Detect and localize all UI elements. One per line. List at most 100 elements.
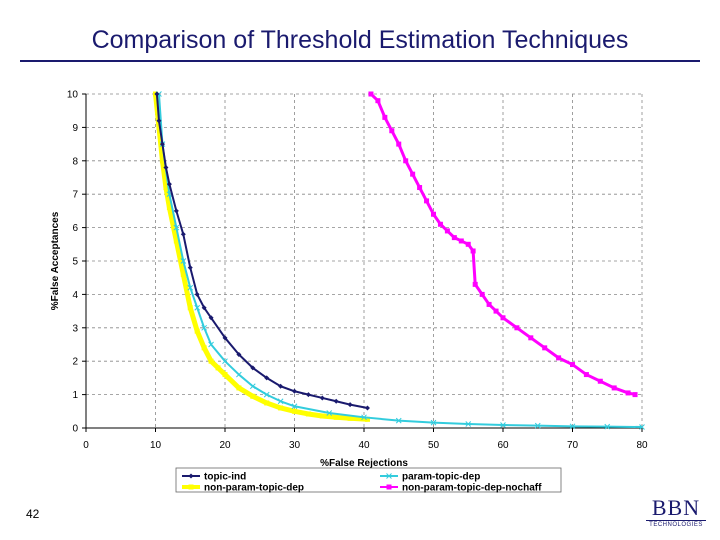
data-point xyxy=(222,335,228,341)
data-point xyxy=(222,372,228,378)
page-number: 42 xyxy=(26,507,40,521)
series-line-topic-ind xyxy=(155,93,368,409)
data-point xyxy=(625,390,631,396)
data-point xyxy=(451,235,457,241)
data-point xyxy=(347,415,353,421)
data-point xyxy=(292,388,297,394)
data-point xyxy=(263,391,270,398)
data-point xyxy=(368,91,374,97)
x-tick-label: 80 xyxy=(636,440,648,451)
data-point xyxy=(173,238,179,244)
data-point xyxy=(326,410,333,416)
data-point xyxy=(154,91,160,97)
y-tick-label: 6 xyxy=(72,223,78,234)
x-tick-label: 10 xyxy=(150,440,162,451)
data-point xyxy=(364,405,370,411)
y-axis-label: %False Acceptances xyxy=(50,211,61,310)
data-point xyxy=(278,383,284,389)
legend-marker xyxy=(386,473,392,479)
data-point xyxy=(382,114,388,120)
data-point xyxy=(486,301,492,307)
legend-box xyxy=(175,467,562,493)
y-tick-label: 9 xyxy=(72,123,78,134)
data-point xyxy=(375,98,381,104)
data-point xyxy=(194,328,200,334)
data-point xyxy=(403,158,409,164)
y-tick-label: 1 xyxy=(72,390,78,401)
data-point xyxy=(333,414,339,420)
data-point xyxy=(194,291,200,297)
data-point xyxy=(187,284,194,291)
x-tick-label: 0 xyxy=(83,440,89,451)
logo-subtitle: TECHNOLOGIES xyxy=(646,520,706,528)
slide-title: Comparison of Threshold Estimation Techn… xyxy=(91,26,629,54)
y-tick-label: 7 xyxy=(72,190,78,201)
data-point xyxy=(319,395,325,401)
data-point xyxy=(249,383,256,390)
x-tick-label: 60 xyxy=(497,440,509,451)
data-point xyxy=(333,398,339,404)
chart-grid xyxy=(86,93,643,428)
data-point xyxy=(201,324,208,331)
data-point xyxy=(395,417,402,424)
legend-marker xyxy=(188,473,194,479)
data-point xyxy=(479,291,485,297)
y-tick-label: 3 xyxy=(72,323,78,334)
data-point xyxy=(361,414,367,421)
data-point xyxy=(444,228,450,234)
data-point xyxy=(236,352,242,358)
data-point xyxy=(430,419,437,426)
data-point xyxy=(465,241,471,247)
data-point xyxy=(470,248,476,254)
data-point xyxy=(437,221,443,227)
y-tick-label: 8 xyxy=(72,156,78,167)
x-tick-label: 70 xyxy=(567,440,579,451)
data-point xyxy=(458,238,464,244)
data-point xyxy=(201,345,207,351)
data-point xyxy=(465,421,472,427)
data-point xyxy=(569,423,576,430)
data-point xyxy=(583,372,589,378)
data-point xyxy=(264,375,270,381)
y-tick-label: 4 xyxy=(72,290,78,301)
data-point xyxy=(500,315,506,321)
y-tick-label: 10 xyxy=(67,90,79,101)
data-point xyxy=(222,358,228,365)
title-divider xyxy=(20,60,700,62)
legend-label: non-param-topic-dep xyxy=(204,483,304,494)
legend-label: topic-ind xyxy=(204,472,246,483)
data-point xyxy=(542,345,548,351)
data-point xyxy=(417,185,423,191)
logo-wordmark: BBN xyxy=(651,495,701,520)
data-point xyxy=(180,271,186,277)
data-point xyxy=(208,315,214,321)
data-point xyxy=(208,341,214,348)
data-point xyxy=(493,308,499,314)
x-tick-label: 40 xyxy=(358,440,370,451)
data-point xyxy=(159,158,165,164)
data-point xyxy=(632,392,638,398)
data-point xyxy=(347,402,353,408)
data-point xyxy=(173,224,180,231)
data-point xyxy=(166,205,172,211)
data-point xyxy=(187,305,193,311)
data-point xyxy=(278,405,284,411)
chart-legend: topic-ind param-topic-depnon-param-topic-… xyxy=(175,467,562,494)
data-point xyxy=(166,181,172,187)
x-tick-label: 30 xyxy=(289,440,301,451)
data-point xyxy=(396,141,402,147)
y-tick-label: 0 xyxy=(72,424,78,435)
data-point xyxy=(305,392,311,398)
data-point xyxy=(163,164,169,170)
x-axis-label: %False Rejections xyxy=(320,458,408,469)
data-point xyxy=(180,231,186,237)
data-point xyxy=(500,422,506,428)
data-point xyxy=(187,265,193,271)
data-point xyxy=(556,355,562,361)
data-point xyxy=(264,400,270,406)
data-point xyxy=(639,424,645,430)
data-point xyxy=(534,422,541,429)
data-point xyxy=(364,416,370,422)
data-point xyxy=(201,305,207,311)
